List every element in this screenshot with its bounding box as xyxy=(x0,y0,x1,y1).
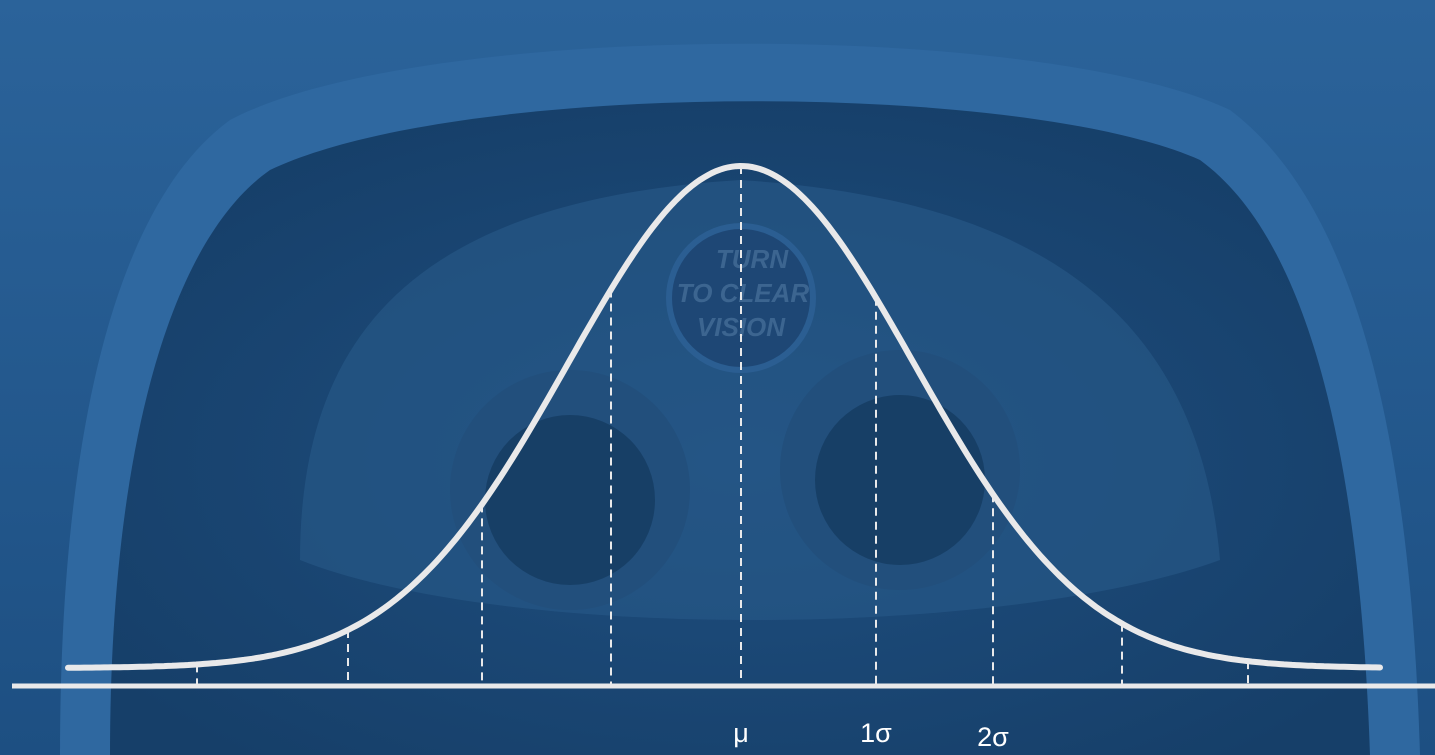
illustration: TURN TO CLEAR VISION μ 1σ 2σ xyxy=(0,0,1435,755)
eyepiece xyxy=(815,395,985,565)
eyepiece xyxy=(485,415,655,585)
axis-label: 2σ xyxy=(977,722,1009,752)
axis-label: μ xyxy=(733,718,749,748)
axis-label: 1σ xyxy=(860,718,892,748)
badge-text: TO CLEAR xyxy=(677,278,810,308)
badge-text: TURN xyxy=(716,244,789,274)
page: TURN TO CLEAR VISION μ 1σ 2σ (() => { co… xyxy=(0,0,1435,755)
